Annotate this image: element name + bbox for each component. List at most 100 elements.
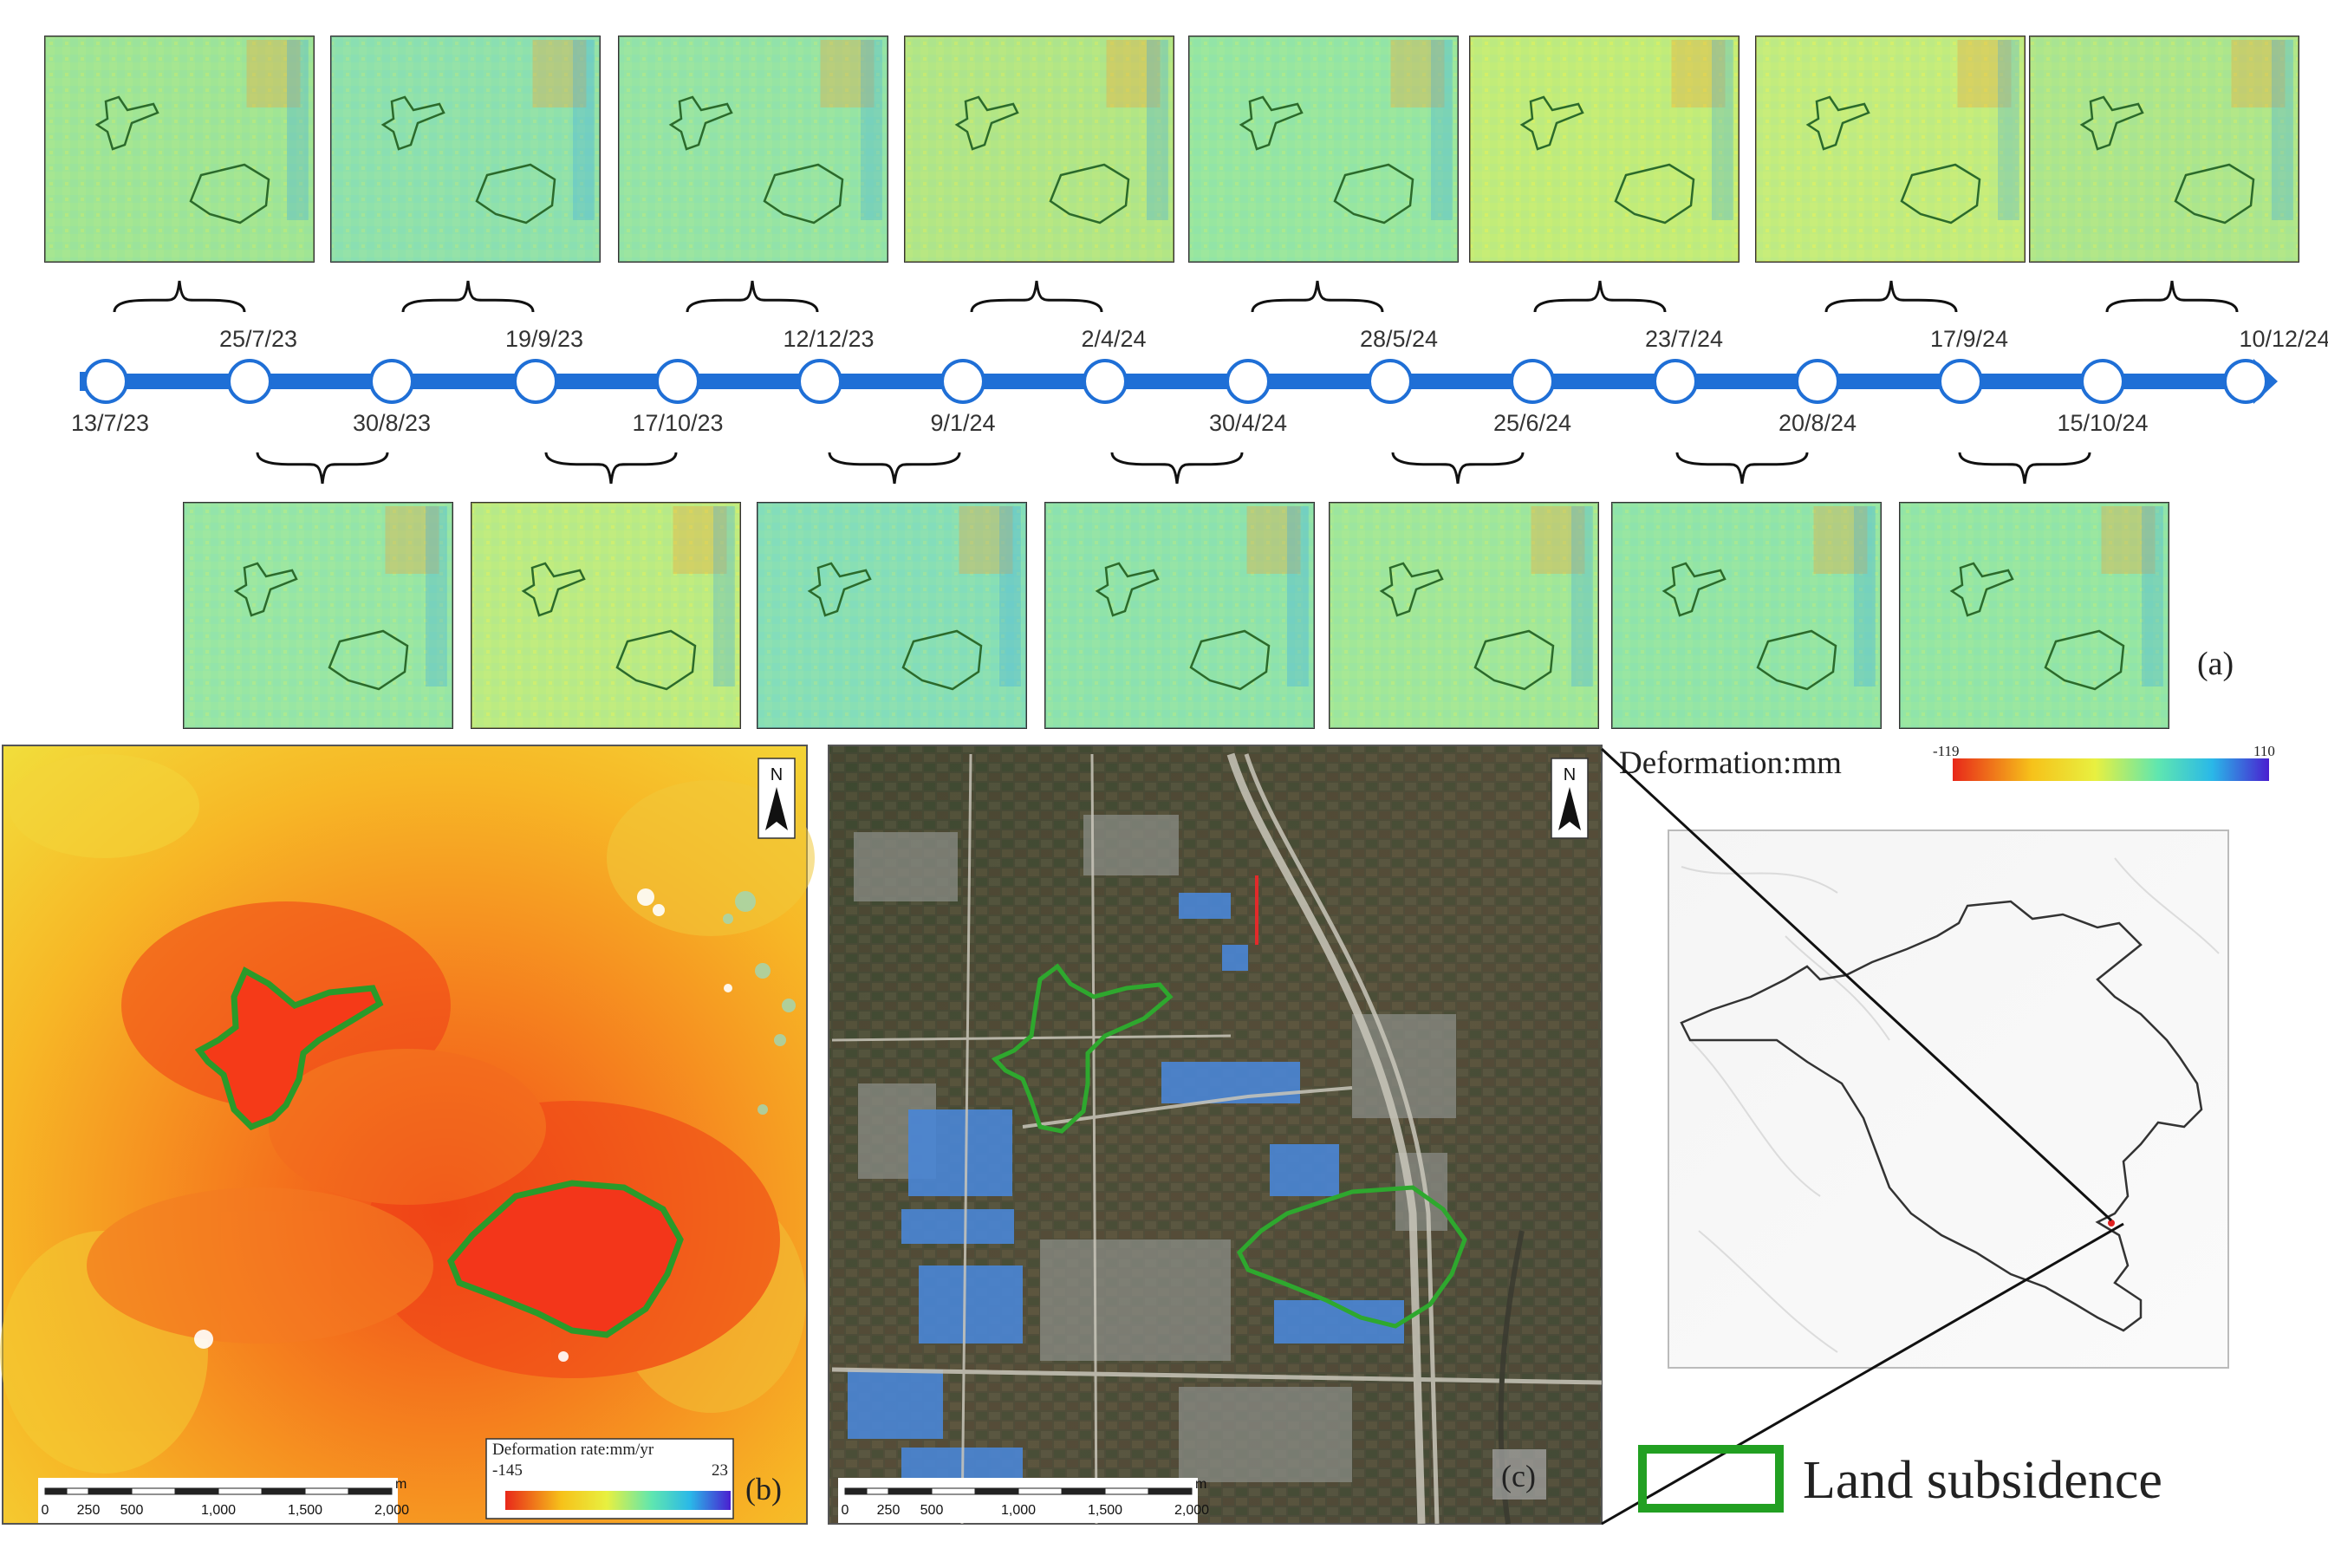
bracket <box>256 452 389 485</box>
panel-label-b: (b) <box>745 1472 782 1506</box>
deformation-thumbnail <box>1469 36 1739 263</box>
deformation-legend: Deformation:mm -119 110 <box>1619 743 2275 781</box>
rate-legend-title: Deformation rate:mm/yr <box>492 1441 654 1459</box>
bracket <box>1675 452 1809 485</box>
bracket <box>828 452 961 485</box>
date-label-above: 12/12/23 <box>783 326 874 352</box>
deformation-legend-title: Deformation:mm <box>1619 745 1842 781</box>
bracket <box>1824 280 1958 313</box>
land-subsidence-swatch <box>1638 1445 1784 1513</box>
scalebar-tick-label: 1,000 <box>1001 1503 1036 1518</box>
scalebar-b: 0 250 500 1,000 1,500 2,000 m <box>38 1477 409 1523</box>
deformation-thumbnail <box>1329 502 1599 729</box>
date-label-above: 23/7/24 <box>1645 326 1723 352</box>
date-label-below: 30/8/23 <box>353 410 431 436</box>
timeline-node <box>1368 359 1413 404</box>
date-label-below: 15/10/24 <box>2057 410 2148 436</box>
bracket <box>544 452 678 485</box>
timeline: 13/7/23 30/8/23 17/10/23 9/1/24 30/4/24 25/6/… <box>71 280 2328 485</box>
scalebar-tick-label: 1,000 <box>201 1503 236 1518</box>
timeline-node <box>1653 359 1698 404</box>
scalebar-tick-label: 1,500 <box>1088 1503 1122 1518</box>
bracket <box>1958 452 2091 485</box>
timeline-node <box>1226 359 1271 404</box>
date-label-above: 28/5/24 <box>1360 326 1438 352</box>
timeline-node <box>940 359 985 404</box>
province-boundary <box>1680 900 2203 1332</box>
timeline-nodes <box>83 359 2268 404</box>
panel-label-c: (c) <box>1501 1459 1536 1493</box>
scalebar-tick-label: 0 <box>42 1503 49 1518</box>
bracket <box>2105 280 2239 313</box>
subsidence-outline-north <box>194 966 384 1131</box>
date-label-above: 25/7/23 <box>219 326 297 352</box>
bracket <box>970 280 1103 313</box>
bracket <box>401 280 535 313</box>
panel-label-c-bg <box>1492 1449 1546 1500</box>
deformation-thumbnail <box>330 36 601 263</box>
scalebar-c: 0 250 500 1,000 1,500 2,000 m <box>838 1477 1209 1523</box>
scalebar-tick-label: 250 <box>77 1503 101 1518</box>
location-inset-map <box>1668 830 2229 1369</box>
date-label-below: 13/7/23 <box>71 410 149 436</box>
satellite-subsidence-north <box>991 963 1174 1134</box>
bracket <box>113 280 246 313</box>
timeline-node <box>83 359 128 404</box>
north-label-c: N <box>1564 765 1576 784</box>
study-area-marker <box>2108 1220 2115 1226</box>
rate-map-speckles <box>723 891 796 1115</box>
satellite-map: N (c) 0 250 500 1,000 1,500 2,000 m <box>828 745 1603 1525</box>
satellite-subsidence-south <box>1236 1185 1467 1329</box>
deformation-thumbnail <box>1188 36 1459 263</box>
deformation-thumbnail <box>183 502 453 729</box>
timeline-brackets <box>113 280 2239 485</box>
deformation-thumbnail <box>904 36 1174 263</box>
timeline-node <box>1795 359 1840 404</box>
scalebar-tick-label: 2,000 <box>374 1503 409 1518</box>
date-label-below: 20/8/24 <box>1779 410 1857 436</box>
deformation-thumbnail <box>1755 36 2026 263</box>
bracket <box>1391 452 1525 485</box>
north-arrow-c: N <box>1551 758 1589 839</box>
timeline-node <box>1510 359 1555 404</box>
rate-legend: Deformation rate:mm/yr -145 23 <box>485 1438 734 1519</box>
timeline-node <box>227 359 272 404</box>
timeline-node <box>1938 359 1983 404</box>
timeline-node <box>797 359 842 404</box>
date-label-above: 2/4/24 <box>1081 326 1146 352</box>
scalebar-tick-label: 0 <box>842 1503 849 1518</box>
scalebar-unit: m <box>395 1477 406 1492</box>
date-label-above: 17/9/24 <box>1930 326 2008 352</box>
deformation-thumbnail <box>1899 502 2169 729</box>
date-label-below: 25/6/24 <box>1493 410 1571 436</box>
date-label-above: 10/12/24 <box>2239 326 2328 352</box>
bracket <box>1110 452 1244 485</box>
deformation-legend-colorbar <box>1953 758 2269 781</box>
deformation-thumbnail <box>44 36 315 263</box>
panel-label-a: (a) <box>2197 646 2234 682</box>
rate-legend-colorbar <box>505 1491 731 1510</box>
satellite-red-marker <box>1255 875 1258 945</box>
bracket <box>1251 280 1384 313</box>
timeline-node <box>369 359 414 404</box>
connector-line-bottom <box>1601 1222 2124 1526</box>
deformation-thumbnail <box>757 502 1027 729</box>
bracket <box>686 280 819 313</box>
bracket <box>1533 280 1667 313</box>
date-label-below: 17/10/23 <box>632 410 723 436</box>
deformation-thumbnail <box>471 502 741 729</box>
scalebar-tick-label: 1,500 <box>288 1503 322 1518</box>
scalebar-tick-label: 250 <box>877 1503 901 1518</box>
deformation-rate-map: N Deformation rate:mm/yr -145 23 (b) 0 25… <box>0 745 815 1525</box>
date-label-below: 9/1/24 <box>930 410 995 436</box>
timeline-node <box>2223 359 2268 404</box>
scalebar-tick-label: 500 <box>120 1503 144 1518</box>
satellite-factories <box>848 893 1404 1500</box>
deformation-thumbnails <box>44 36 2299 729</box>
inset-relief <box>1681 857 2220 1353</box>
connector-line-top <box>1600 747 2113 1222</box>
north-arrow-b: N <box>758 758 796 839</box>
north-arrow-icon <box>1558 787 1581 830</box>
deformation-legend-min: -119 <box>1933 743 1960 759</box>
